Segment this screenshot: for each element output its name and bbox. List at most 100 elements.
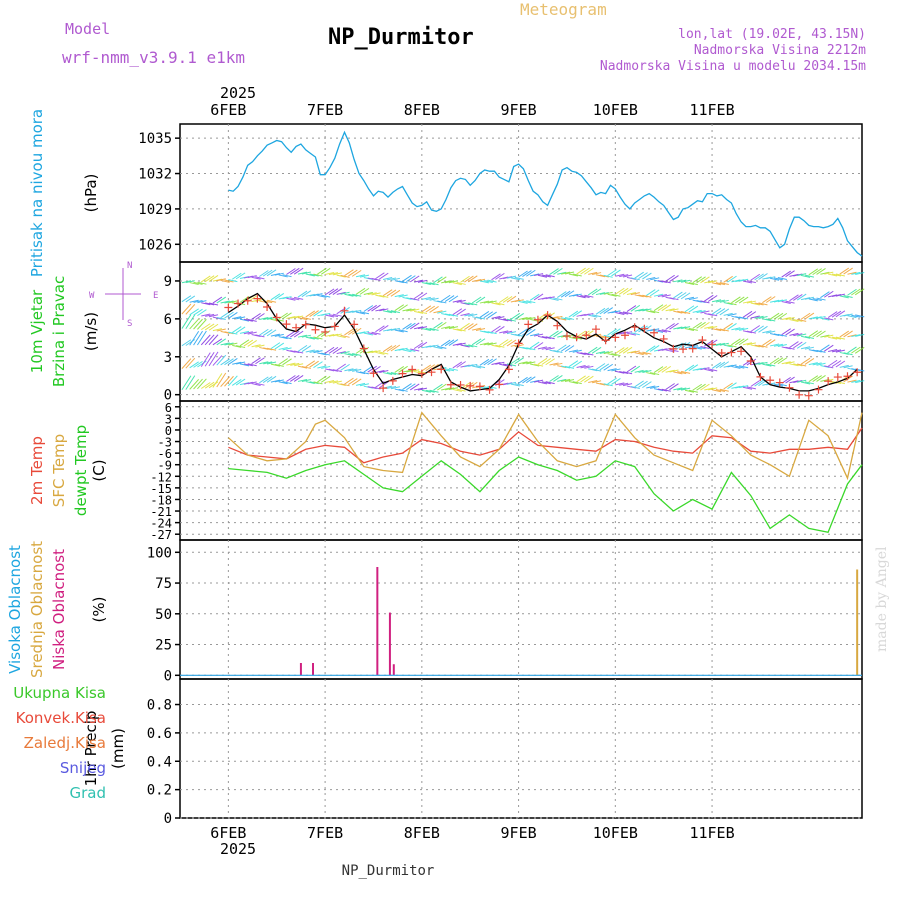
wind-barb — [305, 293, 315, 297]
wind-barb — [251, 357, 261, 365]
wind-barb — [468, 363, 478, 367]
wind-barb — [835, 293, 845, 297]
wind-barb — [746, 311, 757, 319]
wind-barb — [820, 291, 830, 299]
wind-barb — [580, 330, 590, 338]
wind-barb — [367, 304, 377, 312]
wind-gust-marker — [746, 356, 755, 365]
wind-barb — [468, 323, 478, 331]
wind-barb — [773, 357, 784, 365]
wind-barb — [220, 342, 230, 346]
wind-barb — [344, 328, 354, 336]
wind-barb — [286, 268, 296, 275]
wind-barb — [394, 388, 404, 392]
wind-barb — [468, 313, 478, 317]
wind-barb — [855, 333, 865, 337]
wind-barb — [196, 330, 207, 346]
wind-barb — [309, 310, 319, 318]
wind-barb — [584, 294, 594, 298]
wind-barb — [715, 282, 726, 286]
wind-barb — [344, 353, 354, 357]
wind-gust-marker — [292, 323, 301, 332]
wind-barb — [619, 382, 629, 386]
wind-barb — [413, 387, 424, 391]
wind-barb — [425, 305, 435, 313]
wind-barb — [429, 327, 439, 331]
wind-gust-marker — [543, 311, 552, 320]
wind-barb — [750, 315, 760, 319]
wind-barb — [828, 273, 838, 277]
wind-barb — [711, 328, 722, 332]
wind-barb — [545, 358, 555, 366]
wind-barb — [286, 330, 296, 338]
wind-barb — [270, 363, 281, 367]
wind-barb — [247, 339, 257, 347]
wind-barb — [216, 338, 227, 346]
wind-barb — [208, 314, 219, 318]
wind-barb — [235, 378, 246, 386]
wind-barb — [502, 318, 513, 322]
wind-barb — [704, 280, 714, 284]
wind-gust-marker — [301, 320, 310, 329]
station-title: NP_Durmitor — [328, 25, 474, 50]
wind-barb — [769, 299, 780, 303]
pressure-tick-label: 1029 — [138, 202, 172, 218]
wind-barb — [754, 362, 764, 366]
wind-barb — [843, 313, 853, 317]
wind-barb — [441, 280, 451, 284]
wind-barb — [603, 291, 613, 295]
wind-barb — [413, 279, 424, 283]
wind-barb — [824, 317, 834, 321]
wind-gust-marker — [350, 320, 359, 329]
wind-barb — [448, 339, 459, 346]
pressure-axis-label: Pritisak na nivou mora — [28, 109, 46, 277]
wind-barb — [789, 318, 799, 322]
wind-barb — [348, 328, 358, 336]
wind-barb — [750, 273, 761, 281]
wind-barb — [181, 375, 192, 391]
temperature-tick-label: -15 — [150, 482, 172, 496]
wind-barb — [634, 294, 644, 298]
wind-gust-marker — [282, 320, 291, 329]
wind-barb — [599, 382, 609, 386]
wind-barb — [607, 353, 617, 357]
wind-barb — [824, 365, 834, 369]
wind-barb — [332, 313, 342, 317]
wind-barb — [379, 308, 389, 312]
wind-gust-marker — [456, 380, 465, 389]
wind-barb — [622, 287, 633, 295]
wind-barb — [394, 329, 404, 333]
wind-barb — [746, 342, 756, 346]
wind-barb — [812, 297, 822, 301]
wind-barb — [313, 309, 323, 317]
wind-barb — [797, 318, 807, 322]
wind-barb — [425, 297, 435, 301]
wind-barb — [626, 332, 637, 336]
wind-barb — [262, 329, 273, 336]
wind-barb — [742, 310, 753, 318]
wind-barb — [595, 382, 606, 386]
wind-barb — [193, 308, 203, 316]
wind-barb — [692, 309, 702, 313]
wind-barb — [642, 370, 652, 374]
wind-barb — [320, 375, 331, 383]
wind-barb — [309, 360, 319, 368]
wind-barb — [777, 299, 787, 303]
wind-barb — [317, 267, 327, 275]
wind-barb — [181, 339, 192, 347]
wind-barb — [731, 365, 741, 369]
wind-barb — [808, 268, 819, 276]
wind-barb — [545, 296, 555, 300]
compass-east-label: E — [153, 291, 158, 301]
wind-barb — [204, 351, 215, 367]
wind-gust-marker — [582, 331, 591, 340]
wind-barb — [653, 329, 664, 333]
wind-gust-marker — [669, 344, 678, 353]
wind-barb — [491, 362, 501, 365]
wind-barb — [375, 308, 385, 312]
wind-barb — [642, 272, 652, 280]
wind-barb — [282, 312, 292, 320]
wind-barb — [216, 328, 226, 332]
wind-barb — [529, 341, 540, 349]
wind-barb — [321, 352, 331, 356]
